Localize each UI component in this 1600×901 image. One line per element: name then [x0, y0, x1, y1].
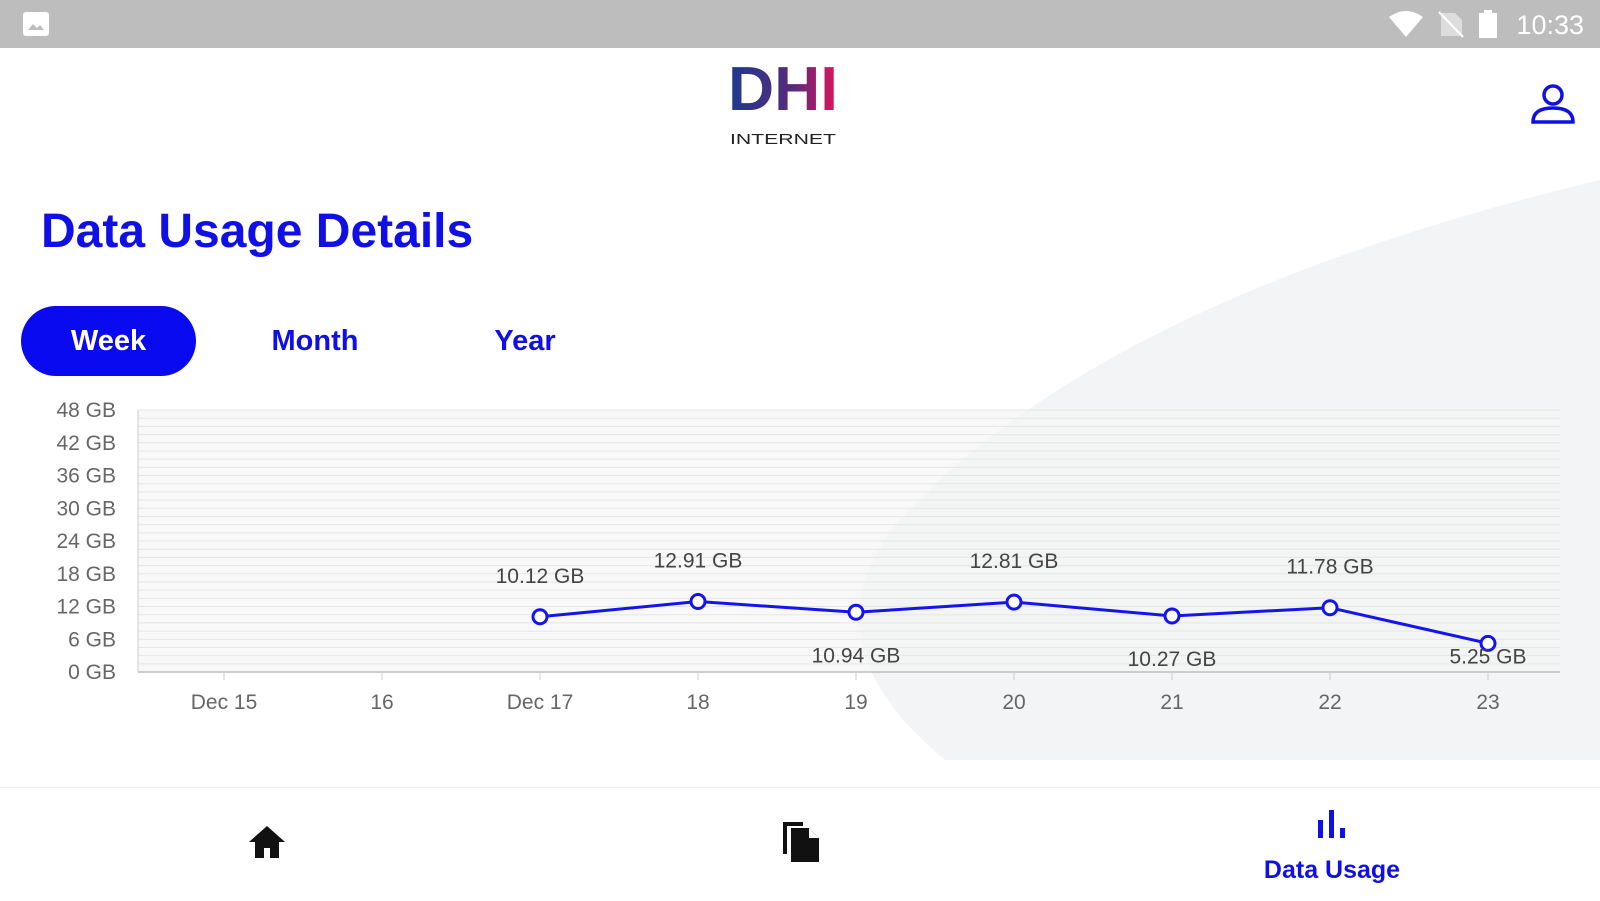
wifi-icon — [1389, 11, 1423, 37]
y-tick-label: 30 GB — [56, 497, 116, 520]
tab-month[interactable]: Month — [271, 325, 359, 357]
data-point — [1163, 607, 1181, 625]
y-tick-label: 36 GB — [56, 465, 116, 488]
bottom-nav: Data Usage — [0, 787, 1600, 900]
clock: 10:33 — [1516, 10, 1584, 40]
documents-icon — [783, 822, 819, 862]
y-tick-label: 6 GB — [68, 628, 116, 651]
image-notification-icon — [23, 12, 49, 36]
data-point — [1005, 593, 1023, 611]
x-tick-label: 21 — [1160, 691, 1183, 714]
data-point — [1321, 599, 1339, 617]
y-tick-label: 18 GB — [56, 563, 116, 586]
x-tick-label: 19 — [844, 691, 867, 714]
data-point — [531, 608, 549, 626]
x-tick-label: 20 — [1002, 691, 1025, 714]
x-tick-label: 16 — [370, 691, 393, 714]
data-label: 5.25 GB — [1449, 645, 1526, 668]
status-bar: 10:33 — [0, 0, 1600, 48]
x-tick-label: Dec 17 — [507, 691, 574, 714]
home-icon — [249, 826, 285, 858]
data-label: 11.78 GB — [1286, 556, 1373, 579]
data-usage-chart: 0 GB 6 GB 12 GB 18 GB 24 GB 30 GB 36 GB 42 GB 48… — [56, 399, 1560, 714]
data-label: 10.12 GB — [496, 565, 585, 588]
data-point — [847, 603, 865, 621]
nav-home[interactable] — [167, 788, 367, 901]
x-tick-label: Dec 15 — [191, 691, 258, 714]
tab-year[interactable]: Year — [494, 325, 556, 357]
svg-text:INTERNET: INTERNET — [730, 131, 836, 148]
dhi-logo: DHI INTERNET — [728, 55, 840, 150]
y-tick-label: 24 GB — [56, 530, 116, 553]
data-point — [689, 593, 707, 611]
bar-chart-icon — [1318, 810, 1345, 838]
x-tick-label: 18 — [686, 691, 709, 714]
nav-data-usage-label: Data Usage — [1263, 856, 1401, 884]
tab-week[interactable]: Week — [21, 306, 196, 376]
y-tick-label: 12 GB — [56, 596, 116, 619]
data-label: 12.81 GB — [970, 550, 1059, 573]
y-tick-label: 0 GB — [68, 661, 116, 684]
data-label: 10.27 GB — [1128, 648, 1217, 671]
profile-icon[interactable] — [1530, 82, 1576, 126]
battery-icon — [1479, 10, 1497, 38]
data-point — [1479, 634, 1497, 652]
y-tick-label: 42 GB — [56, 432, 116, 455]
page-title: Data Usage Details — [41, 205, 474, 258]
x-tick-label: 22 — [1318, 691, 1341, 714]
svg-text:DHI: DHI — [728, 60, 838, 124]
y-tick-label: 48 GB — [56, 399, 116, 422]
data-label: 10.94 GB — [812, 644, 901, 667]
no-sim-icon — [1438, 11, 1464, 38]
nav-data-usage[interactable]: Data Usage — [1232, 788, 1432, 901]
data-label: 12.91 GB — [654, 550, 743, 573]
x-tick-label: 23 — [1476, 691, 1499, 714]
nav-documents[interactable] — [700, 788, 900, 901]
